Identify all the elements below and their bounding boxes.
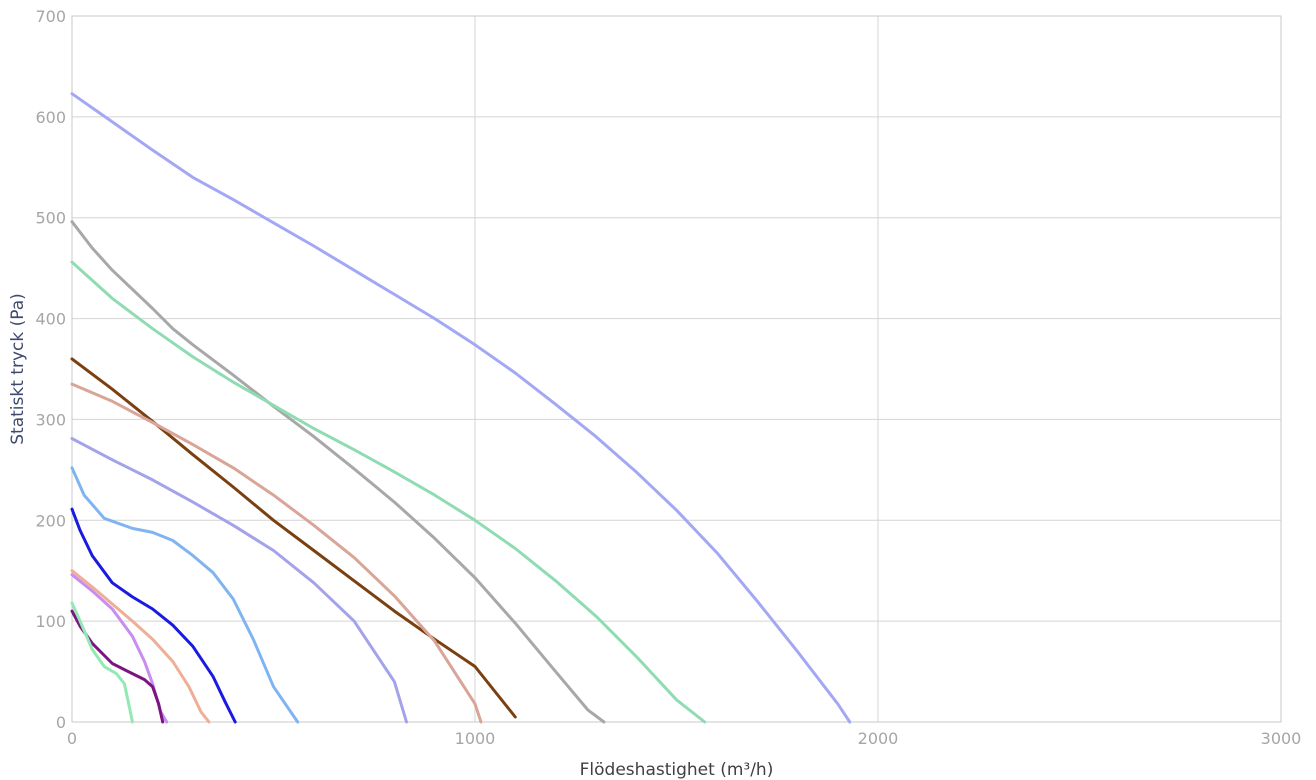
y-tick-label: 0 — [56, 713, 66, 732]
series-line-9 — [70, 569, 211, 724]
x-tick-label: 3000 — [1261, 729, 1302, 748]
y-tick-label: 500 — [35, 209, 66, 228]
series-lines — [70, 92, 852, 724]
y-tick-label: 600 — [35, 108, 66, 127]
plot-area-border — [71, 15, 1282, 723]
series-line-5 — [70, 382, 483, 724]
y-tick-label: 100 — [35, 612, 66, 631]
x-axis-ticks: 0 1000 2000 3000 — [67, 729, 1301, 748]
series-line-11 — [70, 609, 165, 724]
series-line-2 — [70, 220, 606, 724]
y-tick-label: 400 — [35, 310, 66, 329]
x-axis-title: Flödeshastighet (m³/h) — [580, 760, 774, 780]
x-tick-label: 2000 — [858, 729, 899, 748]
series-line-1 — [70, 92, 852, 724]
y-axis-title: Statiskt tryck (Pa) — [8, 293, 28, 445]
series-line-8 — [70, 507, 237, 724]
x-tick-label: 1000 — [455, 729, 496, 748]
series-line-6 — [70, 437, 408, 724]
series-line-12 — [70, 601, 134, 724]
series-line-7 — [70, 466, 300, 724]
grid — [71, 15, 1282, 723]
y-tick-label: 200 — [35, 511, 66, 530]
y-tick-label: 700 — [35, 7, 66, 26]
series-line-3 — [70, 260, 707, 724]
y-tick-label: 300 — [35, 410, 66, 429]
series-line-10 — [70, 573, 169, 724]
series-line-4 — [70, 357, 517, 719]
x-tick-label: 0 — [67, 729, 77, 748]
y-axis-ticks: 0 100 200 300 400 500 600 700 — [35, 7, 66, 732]
